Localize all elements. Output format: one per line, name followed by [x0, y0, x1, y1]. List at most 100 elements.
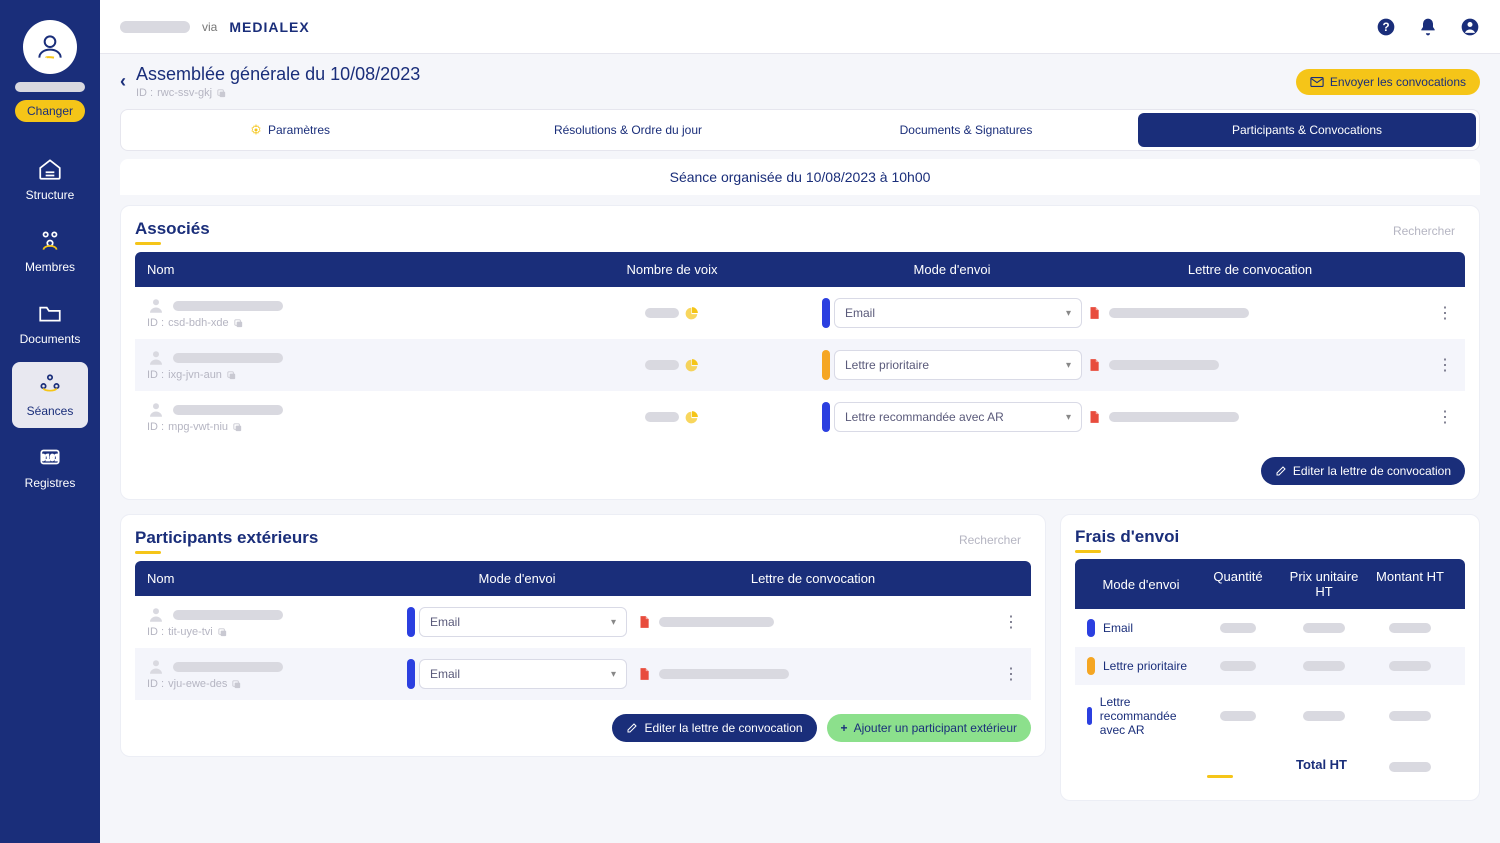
add-participant-button[interactable]: + Ajouter un participant extérieur: [827, 714, 1031, 742]
copy-icon[interactable]: [231, 679, 242, 690]
user-name-redacted: [15, 82, 85, 92]
mode-label: Lettre prioritaire: [1103, 659, 1187, 673]
amount-redacted: [1389, 623, 1431, 633]
seances-icon: [37, 372, 63, 398]
panel-associes: Associés Rechercher Nom Nombre de voix M…: [120, 205, 1480, 500]
row-id: ID : ixg-jvn-aun: [147, 369, 527, 381]
via-label: via: [202, 20, 217, 34]
col-nom: Nom: [147, 571, 397, 586]
sidebar-item-membres[interactable]: Membres: [12, 218, 88, 284]
back-button[interactable]: ‹: [120, 71, 126, 92]
mode-select[interactable]: Email▾: [419, 659, 627, 689]
person-icon: [147, 401, 165, 419]
col-nom: Nom: [147, 262, 527, 277]
tabs: Paramètres Résolutions & Ordre du jour D…: [120, 109, 1480, 151]
row-id: ID : csd-bdh-xde: [147, 317, 527, 329]
tab-resolutions[interactable]: Résolutions & Ordre du jour: [459, 110, 797, 150]
pdf-icon: [1087, 305, 1101, 321]
table-row: Lettre prioritaire: [1075, 647, 1465, 685]
chevron-down-icon: ▾: [611, 617, 616, 628]
total-label: Total HT: [1087, 757, 1367, 776]
person-icon: [147, 297, 165, 315]
price-redacted: [1303, 623, 1345, 633]
price-redacted: [1303, 711, 1345, 721]
avatar[interactable]: [23, 20, 77, 74]
chevron-down-icon: ▾: [1066, 360, 1071, 371]
search-participants[interactable]: Rechercher: [949, 527, 1031, 553]
copy-icon[interactable]: [216, 88, 227, 99]
send-convocations-button[interactable]: Envoyer les convocations: [1296, 69, 1480, 95]
table-row: ID : csd-bdh-xde Email▾ ⋮: [135, 287, 1465, 339]
changer-button[interactable]: Changer: [15, 100, 85, 122]
envelope-icon: [1310, 77, 1324, 87]
table-header: Mode d'envoi Quantité Prix unitaire HT M…: [1075, 559, 1465, 609]
more-icon[interactable]: ⋮: [1003, 614, 1019, 631]
mode-color-chip: [407, 659, 415, 689]
sidebar: Changer Structure Membres Documents Séan…: [0, 0, 100, 843]
chevron-down-icon: ▾: [1066, 412, 1071, 423]
copy-icon[interactable]: [232, 422, 243, 433]
sidebar-item-label: Documents: [20, 332, 81, 346]
bell-icon[interactable]: [1418, 17, 1438, 37]
col-voix: Nombre de voix: [527, 262, 817, 277]
mode-select[interactable]: Email▾: [834, 298, 1082, 328]
qty-redacted: [1220, 711, 1256, 721]
panel-frais: Frais d'envoi Mode d'envoi Quantité Prix…: [1060, 514, 1480, 801]
mode-select[interactable]: Lettre prioritaire▾: [834, 350, 1082, 380]
row-id: ID : mpg-vwt-niu: [147, 421, 527, 433]
tab-participants[interactable]: Participants & Convocations: [1138, 113, 1476, 147]
sidebar-item-label: Membres: [25, 260, 75, 274]
mode-select[interactable]: Email▾: [419, 607, 627, 637]
voix-redacted: [645, 412, 679, 422]
tab-documents[interactable]: Documents & Signatures: [797, 110, 1135, 150]
col-mode: Mode d'envoi: [397, 571, 637, 586]
more-icon[interactable]: ⋮: [1437, 409, 1453, 426]
col-mode: Mode d'envoi: [817, 262, 1087, 277]
sidebar-item-structure[interactable]: Structure: [12, 146, 88, 212]
amount-redacted: [1389, 661, 1431, 671]
gear-icon: [250, 124, 262, 136]
col-lettre: Lettre de convocation: [637, 571, 989, 586]
edit-convocation-button[interactable]: Editer la lettre de convocation: [1261, 457, 1465, 485]
mode-color-chip: [1087, 619, 1095, 637]
col-quantite: Quantité: [1195, 569, 1281, 599]
sidebar-item-label: Structure: [26, 188, 75, 202]
person-icon: [147, 606, 165, 624]
name-redacted: [173, 301, 283, 311]
mode-label: Lettre recommandée avec AR: [1100, 695, 1195, 737]
doc-redacted: [1109, 308, 1249, 318]
tab-parametres[interactable]: Paramètres: [121, 110, 459, 150]
help-icon[interactable]: ?: [1376, 17, 1396, 37]
row-id: ID : tit-uye-tvi: [147, 626, 397, 638]
sidebar-item-documents[interactable]: Documents: [12, 290, 88, 356]
name-redacted: [173, 610, 283, 620]
sidebar-item-label: Séances: [27, 404, 74, 418]
more-icon[interactable]: ⋮: [1437, 305, 1453, 322]
topbar: via MEDIALEX ?: [100, 0, 1500, 54]
panel-title-associes: Associés: [135, 219, 210, 243]
sidebar-item-registres[interactable]: 0101 Registres: [12, 434, 88, 500]
copy-icon[interactable]: [226, 370, 237, 381]
copy-icon[interactable]: [217, 627, 228, 638]
account-icon[interactable]: [1460, 17, 1480, 37]
search-associes[interactable]: Rechercher: [1383, 218, 1465, 244]
doc-redacted: [1109, 360, 1219, 370]
main: via MEDIALEX ? ‹ Assemblée générale du 1…: [100, 0, 1500, 843]
registres-icon: 0101: [37, 444, 63, 470]
pdf-icon: [1087, 357, 1101, 373]
edit-convocation-button-2[interactable]: Editer la lettre de convocation: [612, 714, 816, 742]
doc-redacted: [1109, 412, 1239, 422]
sidebar-item-seances[interactable]: Séances: [12, 362, 88, 428]
edit-icon: [626, 722, 638, 734]
chevron-down-icon: ▾: [1066, 308, 1071, 319]
more-icon[interactable]: ⋮: [1437, 357, 1453, 374]
org-name-redacted: [120, 21, 190, 33]
more-icon[interactable]: ⋮: [1003, 666, 1019, 683]
table-header: Nom Mode d'envoi Lettre de convocation: [135, 561, 1031, 596]
copy-icon[interactable]: [233, 318, 244, 329]
page-header: ‹ Assemblée générale du 10/08/2023 ID : …: [100, 54, 1500, 105]
col-lettre: Lettre de convocation: [1087, 262, 1413, 277]
mode-select[interactable]: Lettre recommandée avec AR▾: [834, 402, 1082, 432]
mode-color-chip: [822, 298, 830, 328]
table-row: ID : ixg-jvn-aun Lettre prioritaire▾ ⋮: [135, 339, 1465, 391]
